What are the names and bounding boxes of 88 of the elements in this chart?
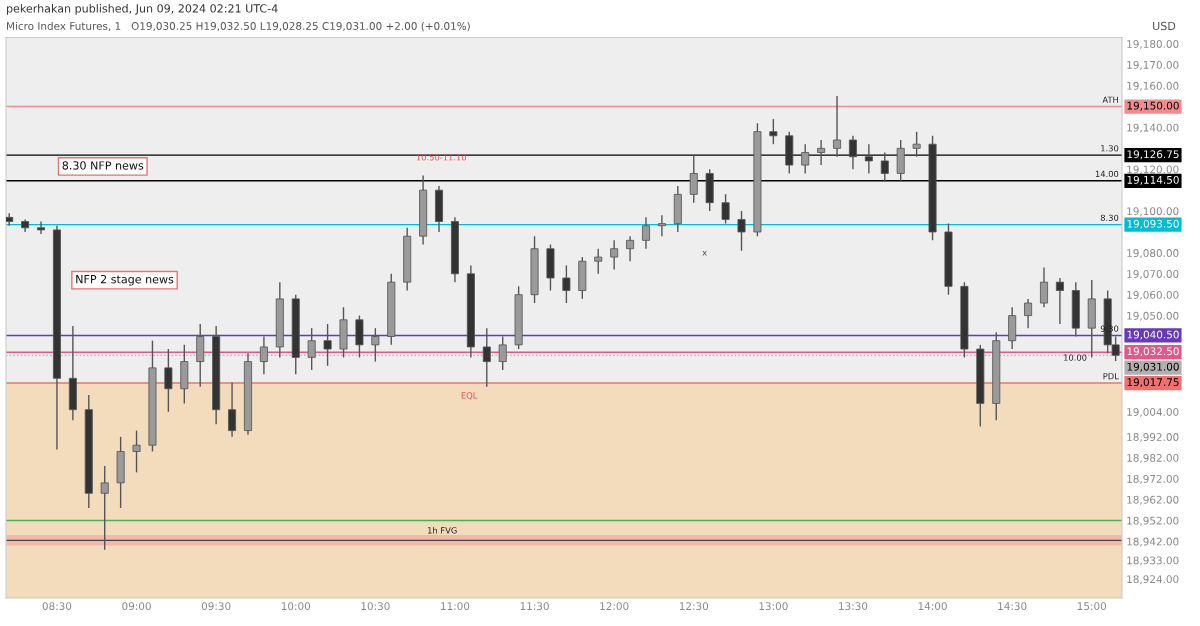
x-tick-label: 09:30 [201,602,231,611]
annotation: EQL [461,392,478,400]
annotation: 1h FVG [428,527,457,534]
y-tick-label: 18,933.00 [1127,556,1179,566]
candlestick [880,151,889,183]
y-tick-label: 19,170.00 [1127,60,1179,70]
candlestick [817,139,826,166]
x-tick-label: 13:30 [839,602,868,611]
x-tick-label: 12:00 [600,602,629,611]
candlestick [164,348,173,413]
y-tick-label: 18,962.00 [1127,495,1179,505]
candlestick [801,143,810,175]
annotation: PDL [1103,373,1119,380]
annotation: 10.00 [1064,354,1087,361]
candlestick [721,193,730,225]
candlestick [1024,298,1033,329]
annotation: NFP 2 stage news [76,274,174,286]
candlestick [6,212,14,227]
y-tick-label: 18,942.00 [1127,537,1179,547]
y-axis-title: USD [1153,21,1176,31]
y-tick-label: 19,080.00 [1127,249,1179,259]
candlestick [132,429,141,474]
candlestick [912,130,921,158]
candlestick [562,264,571,304]
annotation: 14.00 [1095,170,1119,178]
ref-line-label: 19,031.00 [1127,362,1179,372]
x-tick-label: 11:30 [520,602,549,611]
ref-line-label: 19,017.75 [1127,378,1179,388]
x-tick-label: 14:00 [918,602,947,611]
ref-line-label: 19,126.75 [1127,150,1179,160]
ref-line-label: 19,150.00 [1127,101,1179,111]
candlestick [228,381,237,438]
y-tick-label: 19,160.00 [1127,81,1179,91]
annotation: 8.30 [1100,214,1119,221]
candlestick [307,327,316,371]
x-tick-label: 09:00 [122,602,151,611]
y-tick-label: 18,982.00 [1127,453,1179,463]
y-tick-label: 18,924.00 [1127,575,1179,585]
candlestick [259,335,268,375]
candlestick [482,327,491,388]
candlestick [100,465,109,551]
y-tick-label: 19,050.00 [1127,311,1179,321]
candlestick [833,95,842,158]
x-tick-label: 08:30 [42,602,72,611]
annotation: 10.50-11.10 [416,154,467,161]
y-tick-label: 18,972.00 [1127,474,1179,484]
candlestick [689,153,698,204]
y-tick-label: 19,070.00 [1127,270,1179,279]
x-tick-label: 15:00 [1077,602,1107,611]
candlestick [594,248,603,275]
ref-line-label: 19,093.50 [1127,219,1179,229]
candlestick [864,143,873,175]
y-tick-label: 19,180.00 [1127,40,1179,49]
y-tick-label: 19,120.00 [1127,165,1179,175]
candlestick [498,335,507,371]
annotation: 1.30 [1101,145,1119,152]
annotation: 8.30 NFP news [62,161,144,170]
y-tick-label: 19,060.00 [1127,290,1179,300]
candlestick [848,135,857,170]
candlestick [323,323,332,367]
x-tick-label: 14:30 [998,602,1027,611]
candlestick [626,235,635,262]
annotation: ATH [1102,96,1118,103]
ref-line-label: 19,114.50 [1127,175,1179,185]
x-tick-label: 10:30 [361,602,390,611]
candlestick [371,327,380,363]
y-tick-label: 19,004.00 [1127,408,1179,417]
candlestick [737,210,746,252]
candlestick [641,216,650,250]
chart-title: Micro Index Futures, 1 O19,030.25 H19,032.50 L19,028.25 C19,031.00 +2.00 (+0.01%) [7,21,470,32]
annotation: x [702,251,707,256]
candlestick [769,118,778,145]
x-tick-label: 13:00 [759,602,788,611]
x-tick-label: 11:00 [441,602,470,611]
y-tick-label: 19,140.00 [1127,123,1179,133]
y-tick-label: 18,952.00 [1127,516,1179,526]
ref-line-label: 19,032.50 [1127,347,1179,357]
candlestick [657,214,666,237]
candlestick [1055,277,1064,325]
candlestick [610,239,619,271]
y-tick-label: 18,992.00 [1127,433,1179,443]
y-tick-label: 19,100.00 [1127,207,1179,217]
x-tick-label: 12:30 [679,602,709,611]
candlestick [37,220,46,235]
candlestick [1039,266,1048,308]
text: pekerhakan published, Jun 09, 2024 02:21 UTC-4 [7,4,278,15]
ref-line-label: 19,040.50 [1127,330,1179,340]
x-tick-label: 10:00 [281,602,311,611]
